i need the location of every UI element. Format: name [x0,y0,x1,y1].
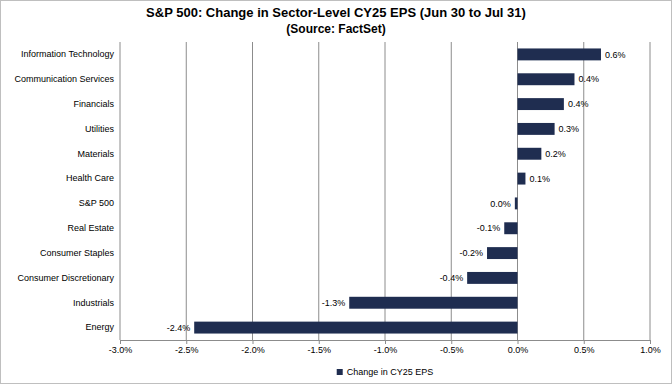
x-tick-label: -2.0% [241,345,265,355]
bar [518,148,542,160]
bar [518,73,575,85]
x-tick-mark [253,340,254,344]
grid [120,42,650,340]
data-label: 0.0% [490,199,511,209]
y-tick-label: Communication Services [14,74,114,84]
subtitle: (Source: FactSet) [286,22,385,36]
data-label: -0.4% [440,273,464,283]
chart-border [1,1,672,384]
x-tick-label: -1.0% [374,345,398,355]
y-tick: Real Estate [67,223,120,233]
bar [518,98,564,110]
data-label: 0.1% [529,174,550,184]
y-tick: Consumer Discretionary [17,273,120,283]
y-tick-label: Consumer Discretionary [17,273,114,283]
data-label: -0.1% [477,223,501,233]
x-tick-mark [186,340,187,344]
y-tick-label: Utilities [85,124,115,134]
y-tick-label: Industrials [73,298,115,308]
bar [349,297,517,309]
x-tick-label: 0.5% [574,345,595,355]
x-tick: 0.0% [508,340,529,355]
x-tick-mark [451,340,452,344]
x-axis: -3.0% -2.5% -2.0% -1.5% -1.0% -0.5% 0.0% 0.5% 1.… [109,340,661,355]
y-tick-label: Consumer Staples [40,248,115,258]
grid-line [451,42,452,340]
x-tick-label: 0.0% [508,345,529,355]
x-tick: 0.5% [574,340,595,355]
y-tick-label: S&P 500 [79,198,114,208]
y-tick: Consumer Staples [40,248,120,258]
bar [194,322,517,334]
x-tick-label: -3.0% [109,345,133,355]
x-tick-mark [319,340,320,344]
legend: Change in CY25 EPS [337,367,434,377]
title: S&P 500: Change in Sector-Level CY25 EPS… [146,5,526,20]
data-label: 0.6% [605,50,626,60]
data-label: 0.2% [545,149,566,159]
bar [504,222,517,234]
x-tick: -2.5% [175,340,199,355]
y-tick-label: Information Technology [21,49,114,59]
x-tick-label: -0.5% [440,345,464,355]
x-tick-mark [584,340,585,344]
grid-line [318,42,319,340]
y-tick-label: Energy [85,322,114,332]
bar [518,123,555,135]
bar [518,173,526,185]
y-tick: Financials [73,99,120,109]
grid-line [186,42,187,340]
grid-line [252,42,253,340]
data-label: 0.4% [578,74,599,84]
y-tick: Utilities [85,124,120,134]
x-axis-line [121,341,651,345]
grid-line [517,42,518,340]
bar [487,247,517,259]
x-tick-label: -1.5% [307,345,331,355]
x-tick: -2.0% [241,340,265,355]
grid-line [650,42,651,340]
data-label: -0.2% [460,248,484,258]
bar [467,272,517,284]
plot: -3.0% -2.5% -2.0% -1.5% -1.0% -0.5% 0.0% 0.5% 1.… [14,42,660,355]
chart: S&P 500: Change in Sector-Level CY25 EPS… [0,0,672,384]
bar [515,197,518,209]
x-tick-mark [518,340,519,344]
data-label: 0.4% [568,99,589,109]
grid-line [120,42,121,340]
data-label: 0.3% [559,124,580,134]
x-tick: -1.5% [307,340,331,355]
data-labels: 0.6% 0.4% 0.4% 0.3% 0.2% 0.1% 0.0% -0.1% -0.2% -0… [167,50,626,333]
x-tick: -3.0% [109,340,133,355]
x-tick-label: 1.0% [640,345,661,355]
x-tick: 1.0% [640,340,661,355]
x-tick-mark [385,340,386,344]
x-tick-mark [120,340,121,344]
y-tick-label: Real Estate [67,223,114,233]
y-tick-label: Materials [77,149,114,159]
y-tick: Information Technology [21,49,120,59]
grid-line [583,42,584,340]
data-label: -2.4% [167,323,191,333]
x-tick: -0.5% [440,340,464,355]
bars [194,48,601,333]
y-tick: Energy [85,322,120,332]
bar [518,48,601,60]
data-label: -1.3% [322,298,346,308]
y-tick: Industrials [73,298,120,308]
y-tick: Communication Services [14,74,120,84]
legend-label: Change in CY25 EPS [347,367,434,377]
x-tick: -1.0% [374,340,398,355]
x-tick-label: -2.5% [175,345,199,355]
y-tick-label: Financials [73,99,114,109]
y-tick-label: Health Care [66,173,114,183]
y-tick: Materials [77,149,120,159]
legend-swatch [337,369,343,375]
y-axis: Information Technology Communication Serv… [14,49,120,332]
y-tick: Health Care [66,173,120,183]
y-tick: S&P 500 [79,198,120,208]
x-tick-mark [650,340,651,344]
grid-line [385,42,386,340]
